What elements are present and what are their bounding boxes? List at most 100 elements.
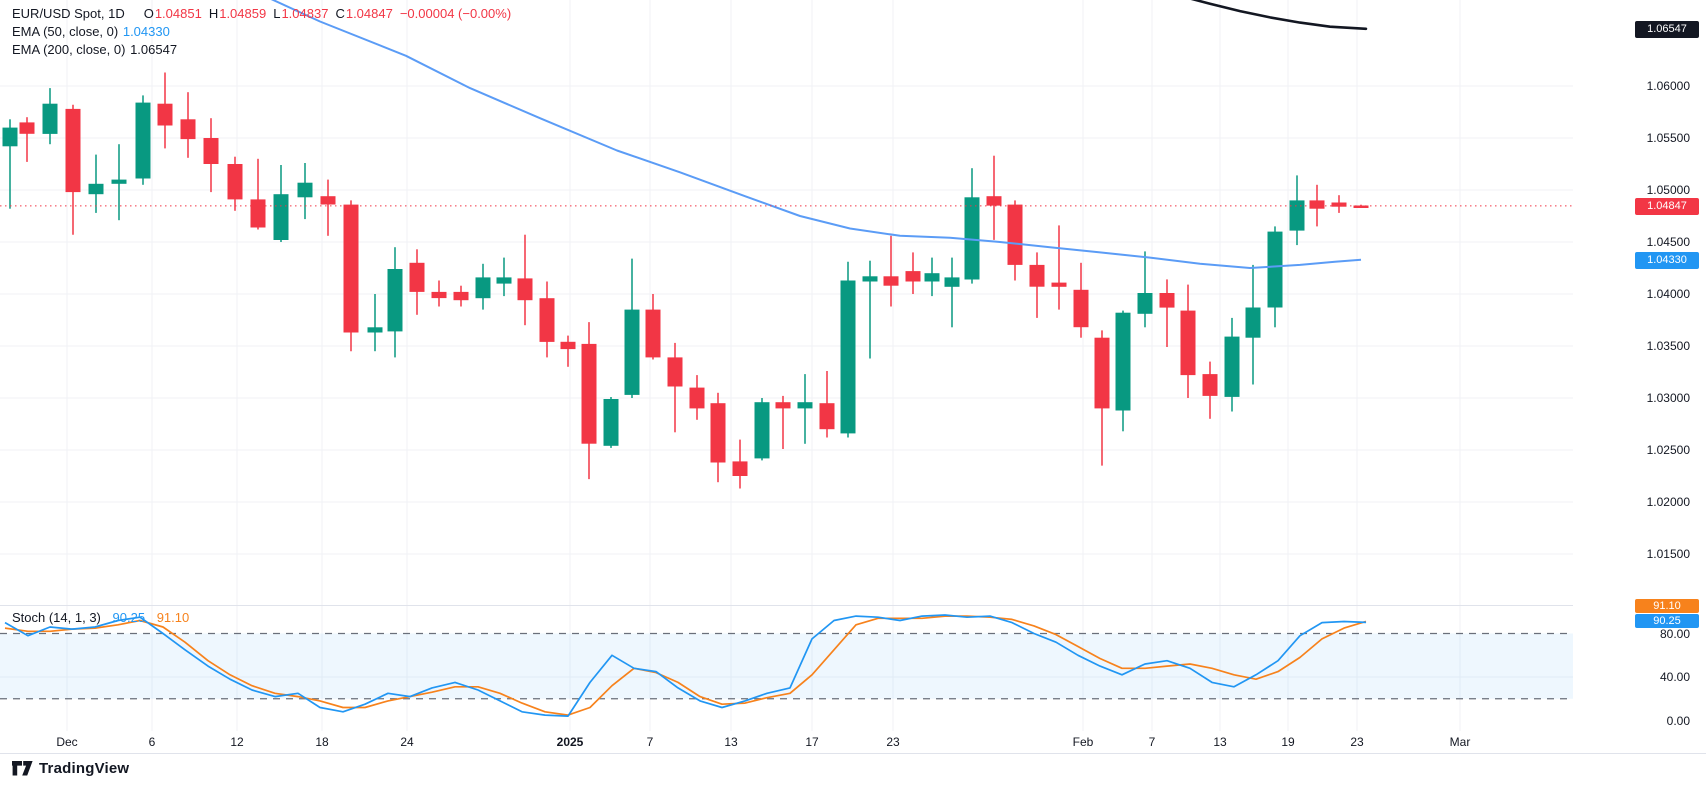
candle-body — [453, 291, 469, 301]
close-label: C — [335, 6, 345, 21]
candle-body — [297, 182, 313, 198]
candle-body — [1309, 200, 1325, 209]
candle-body — [273, 194, 289, 240]
candle-body — [157, 103, 173, 126]
symbol-legend-row[interactable]: EUR/USD Spot, 1D O1.04851 H1.04859 L1.04837… — [12, 5, 511, 23]
candle-body — [1180, 310, 1196, 376]
candle-body — [1289, 200, 1305, 231]
candle-body — [496, 277, 512, 284]
candle-body — [862, 276, 878, 282]
candle-body — [645, 309, 661, 358]
candle-body — [883, 276, 899, 286]
stoch-d-line — [4, 615, 1367, 716]
price-tick-label: 1.02000 — [1646, 495, 1690, 509]
high-label: H — [208, 6, 219, 21]
time-axis-label: 6 — [148, 735, 156, 749]
ema50-line — [270, 0, 1362, 269]
time-axis-label: 7 — [1148, 735, 1156, 749]
candle-body — [1267, 231, 1283, 308]
candle-body — [689, 387, 705, 409]
tradingview-logo[interactable]: TradingView — [12, 760, 129, 777]
ema200-legend-row[interactable]: EMA (200, close, 0) 1.06547 — [12, 41, 511, 59]
ema50-price-badge: 1.04330 — [1635, 252, 1699, 269]
candle-body — [475, 277, 491, 299]
stoch-k-line — [4, 614, 1367, 717]
candle-body — [65, 108, 81, 193]
gridlines — [0, 0, 1573, 731]
ema50-legend-row[interactable]: EMA (50, close, 0) 1.04330 — [12, 23, 511, 41]
candle-body — [1202, 374, 1218, 396]
candle-body — [1051, 282, 1067, 287]
open-value: 1.04851 — [154, 6, 202, 21]
footer-separator — [0, 753, 1706, 754]
candle-body — [19, 122, 35, 134]
price-tick-label: 1.04000 — [1646, 287, 1690, 301]
candle-body — [1353, 205, 1369, 208]
tradingview-logo-text: TradingView — [39, 760, 130, 777]
close-value: 1.04847 — [345, 6, 393, 21]
candlestick-series — [2, 72, 1369, 489]
ema200-label: EMA (200, close, 0) — [12, 42, 126, 57]
candle-body — [603, 399, 619, 446]
stoch-legend-row[interactable]: Stoch (14, 1, 3) 90.25 91.10 — [12, 609, 189, 627]
time-axis-label: Feb — [1072, 735, 1094, 749]
open-label: O — [143, 6, 154, 21]
candle-body — [944, 277, 960, 287]
candle-body — [1007, 204, 1023, 265]
candle-body — [409, 262, 425, 292]
stoch-d-value: 91.10 — [156, 610, 190, 625]
candle-body — [88, 183, 104, 195]
candle-body — [431, 291, 447, 299]
stoch-k-badge: 90.25 — [1635, 614, 1699, 628]
ema200-price-badge: 1.06547 — [1635, 21, 1699, 38]
candle-body — [42, 103, 58, 134]
candle-body — [560, 341, 576, 350]
symbol-title: EUR/USD Spot, 1D — [12, 6, 125, 21]
candle-body — [1137, 293, 1153, 314]
candle-body — [227, 164, 243, 200]
stoch-tick-label: 80.00 — [1659, 627, 1690, 641]
time-axis-label: 18 — [315, 735, 329, 749]
time-axis-label: Mar — [1449, 735, 1471, 749]
price-tick-label: 1.04500 — [1646, 235, 1690, 249]
time-axis-label: 23 — [886, 735, 900, 749]
candle-body — [797, 402, 813, 409]
candle-body — [1245, 307, 1261, 338]
candle-body — [1115, 312, 1131, 411]
low-label: L — [273, 6, 281, 21]
candle-body — [775, 402, 791, 409]
price-tick-label: 1.03500 — [1646, 339, 1690, 353]
change-value: −0.00004 (−0.00%) — [399, 6, 512, 21]
candle-body — [819, 403, 835, 430]
stoch-tick-label: 0.00 — [1666, 714, 1690, 728]
time-axis-label: 7 — [646, 735, 654, 749]
time-axis[interactable]: Dec 6 12 18 24 2025 7 13 17 23 Feb 7 13 19 23 Mar — [0, 731, 1706, 753]
pane-separator[interactable] — [0, 605, 1706, 606]
candle-body — [905, 271, 921, 282]
candle-body — [111, 179, 127, 184]
candle-body — [250, 199, 266, 228]
last-price-badge: 1.04847 — [1635, 198, 1699, 215]
candle-body — [732, 461, 748, 476]
time-axis-label: 23 — [1350, 735, 1364, 749]
candle-body — [320, 196, 336, 205]
time-axis-label: 13 — [1213, 735, 1227, 749]
candle-body — [367, 327, 383, 333]
candle-body — [924, 273, 940, 282]
legend: EUR/USD Spot, 1D O1.04851 H1.04859 L1.04837… — [12, 5, 511, 59]
candle-body — [1159, 293, 1175, 308]
candle-body — [180, 119, 196, 140]
candle-body — [1073, 289, 1089, 328]
ema50-label: EMA (50, close, 0) — [12, 24, 119, 39]
time-axis-label: 17 — [805, 735, 819, 749]
stoch-tick-label: 40.00 — [1659, 670, 1690, 684]
candle-body — [387, 269, 403, 332]
time-axis-label: Dec — [56, 735, 78, 749]
candle-body — [754, 402, 770, 459]
price-axis[interactable]: 1.06000 1.05500 1.05000 1.04500 1.04000 1.035… — [1573, 0, 1706, 753]
candle-body — [964, 197, 980, 280]
time-axis-label: 13 — [724, 735, 738, 749]
candle-body — [1331, 202, 1347, 207]
